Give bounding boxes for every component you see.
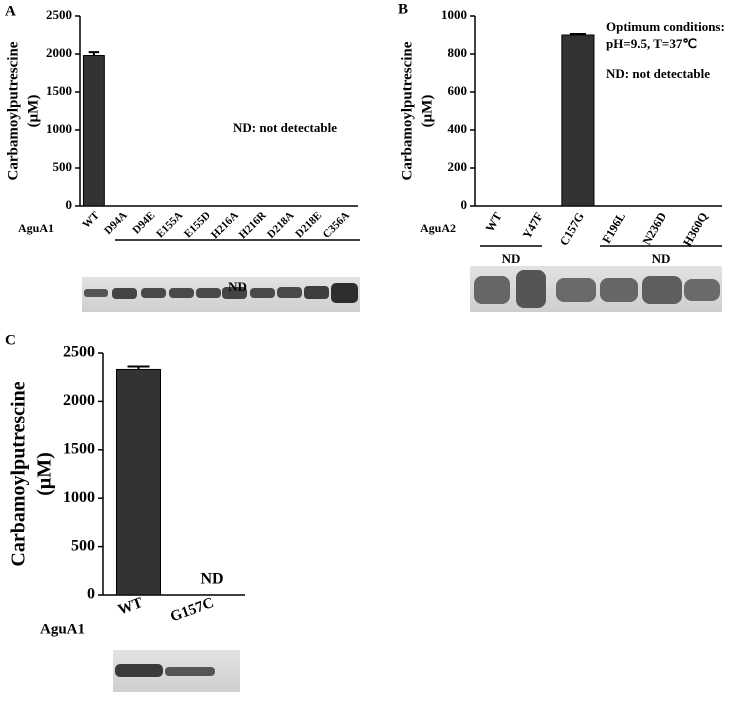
- bar: [82, 55, 105, 207]
- y-axis-unit: (μM): [25, 95, 41, 128]
- x-tick-label: H360Q: [680, 210, 710, 249]
- y-tick-label: 2000: [63, 392, 95, 409]
- row-label: AguA2: [420, 221, 456, 235]
- annotation: Optimum conditions:: [606, 19, 725, 34]
- x-tick-label: H216A: [209, 209, 241, 241]
- annotation: ND: not detectable: [606, 66, 710, 81]
- y-tick-label: 2500: [46, 7, 72, 22]
- group-label: ND: [502, 251, 521, 266]
- x-tick-label: C157G: [557, 210, 587, 248]
- y-tick-label: 400: [448, 121, 468, 136]
- annotation: ND: [200, 571, 223, 588]
- y-tick-label: 1000: [46, 121, 72, 136]
- x-tick-label: E155A: [154, 209, 185, 240]
- gel-image-a: [82, 277, 360, 312]
- y-tick-label: 0: [87, 586, 95, 603]
- row-label: AguA1: [18, 221, 54, 235]
- y-tick-label: 1500: [63, 440, 95, 457]
- y-tick-label: 0: [461, 197, 468, 212]
- row-label: AguA1: [40, 621, 85, 637]
- error-bar: [569, 33, 586, 36]
- x-tick-label: WT: [482, 210, 504, 234]
- x-tick-label: E155D: [182, 209, 213, 240]
- x-tick-label: WT: [116, 595, 145, 619]
- x-tick-label: G157C: [168, 595, 216, 625]
- y-tick-label: 600: [448, 83, 468, 98]
- x-tick-label: N236D: [639, 210, 669, 248]
- error-bar: [88, 51, 100, 56]
- gel-image-c: [113, 650, 240, 692]
- x-tick-label: Y47F: [520, 210, 546, 241]
- y-tick-label: 1000: [441, 7, 467, 22]
- panel-label: A: [5, 3, 16, 19]
- x-tick-label: D218A: [265, 209, 296, 240]
- bar: [115, 368, 162, 596]
- group-label: ND: [652, 251, 671, 266]
- x-tick-label: WT: [80, 209, 102, 231]
- error-bar: [127, 365, 150, 370]
- group-label: ND: [228, 279, 247, 294]
- y-tick-label: 800: [448, 45, 468, 60]
- y-axis-title: Carbamoylputrescine: [8, 381, 30, 566]
- x-tick-label: F196L: [599, 210, 628, 246]
- y-axis-title: Carbamoylputrescine: [399, 41, 415, 180]
- x-tick-label: D218E: [293, 209, 324, 240]
- panel-label: B: [398, 1, 408, 17]
- y-tick-label: 1000: [63, 489, 95, 506]
- y-axis-title: Carbamoylputrescine: [5, 41, 21, 180]
- x-tick-label: C356A: [321, 209, 352, 240]
- y-tick-label: 500: [71, 537, 95, 554]
- bar: [561, 34, 595, 207]
- y-tick-label: 200: [448, 159, 468, 174]
- annotation: ND: not detectable: [233, 120, 337, 135]
- panel-label: C: [5, 332, 16, 348]
- annotation: pH=9.5, T=37℃: [606, 36, 697, 51]
- y-tick-label: 0: [66, 197, 73, 212]
- y-tick-label: 500: [53, 159, 73, 174]
- x-tick-label: H216R: [237, 209, 270, 242]
- y-axis-unit: (μM): [419, 95, 435, 128]
- y-tick-label: 1500: [46, 83, 72, 98]
- gel-image-b: [470, 266, 722, 312]
- x-tick-label: D94E: [130, 209, 157, 236]
- y-tick-label: 2500: [63, 344, 95, 361]
- y-tick-label: 2000: [46, 45, 72, 60]
- y-axis-unit: (μM): [34, 452, 56, 496]
- x-tick-label: D94A: [102, 209, 130, 237]
